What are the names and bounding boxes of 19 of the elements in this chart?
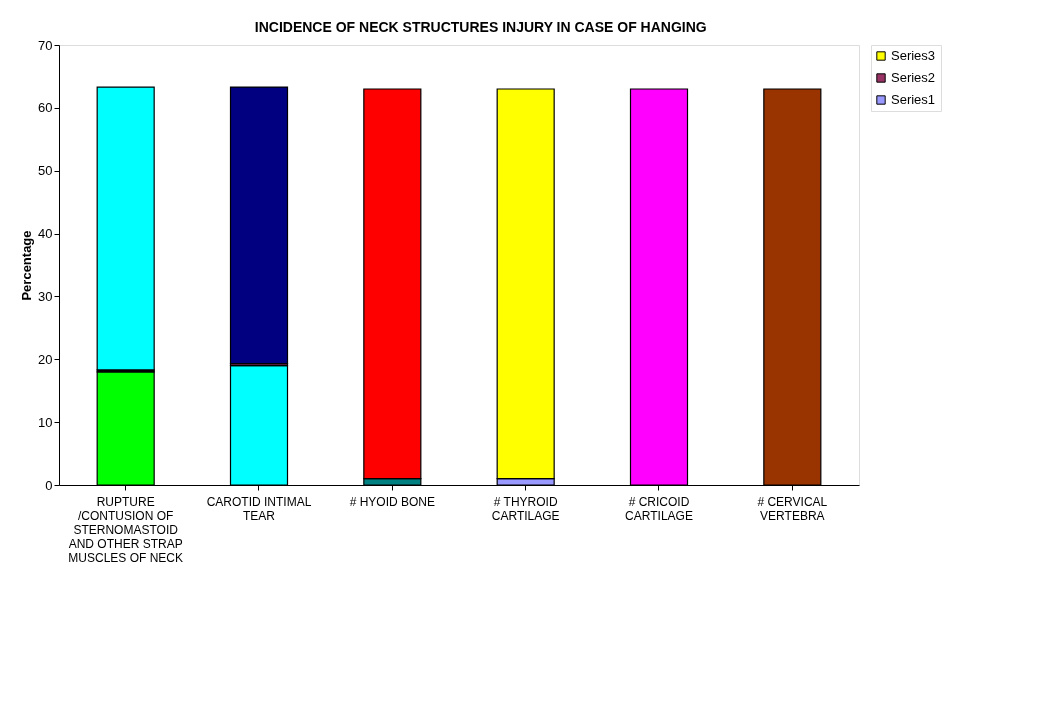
- y-tick-label: 70: [38, 37, 53, 53]
- x-tick-label: # THYROID CARTILAGE: [491, 494, 560, 523]
- y-tick-label: 30: [38, 288, 53, 304]
- x-tick-label: RUPTURE /CONTUSION OF STERNOMASTOID AND OTHER STRAP MUSCLES OF NECK: [68, 494, 184, 565]
- y-tick-label: 40: [38, 226, 53, 242]
- y-tick-label: 0: [45, 477, 53, 493]
- x-tick-label: # CERVICAL VERTEBRA: [757, 494, 828, 523]
- y-tick-label: 10: [38, 414, 53, 430]
- y-tick-label: 20: [38, 351, 53, 367]
- y-tick-label: 50: [38, 163, 53, 179]
- chart-title: INCIDENCE OF NECK STRUCTURES INJURY IN CASE OF HANGING: [254, 18, 707, 35]
- legend-label: Series3: [891, 48, 936, 63]
- legend-label: Series2: [891, 70, 936, 85]
- y-axis-title: Percentage: [19, 230, 35, 301]
- x-tick-label: # HYOID BONE: [349, 494, 436, 509]
- x-tick-label: CAROTID INTIMAL TEAR: [206, 494, 312, 523]
- legend-label: Series1: [891, 92, 936, 107]
- y-tick-label: 60: [38, 100, 53, 116]
- x-tick-label: # CRICOID CARTILAGE: [625, 494, 693, 523]
